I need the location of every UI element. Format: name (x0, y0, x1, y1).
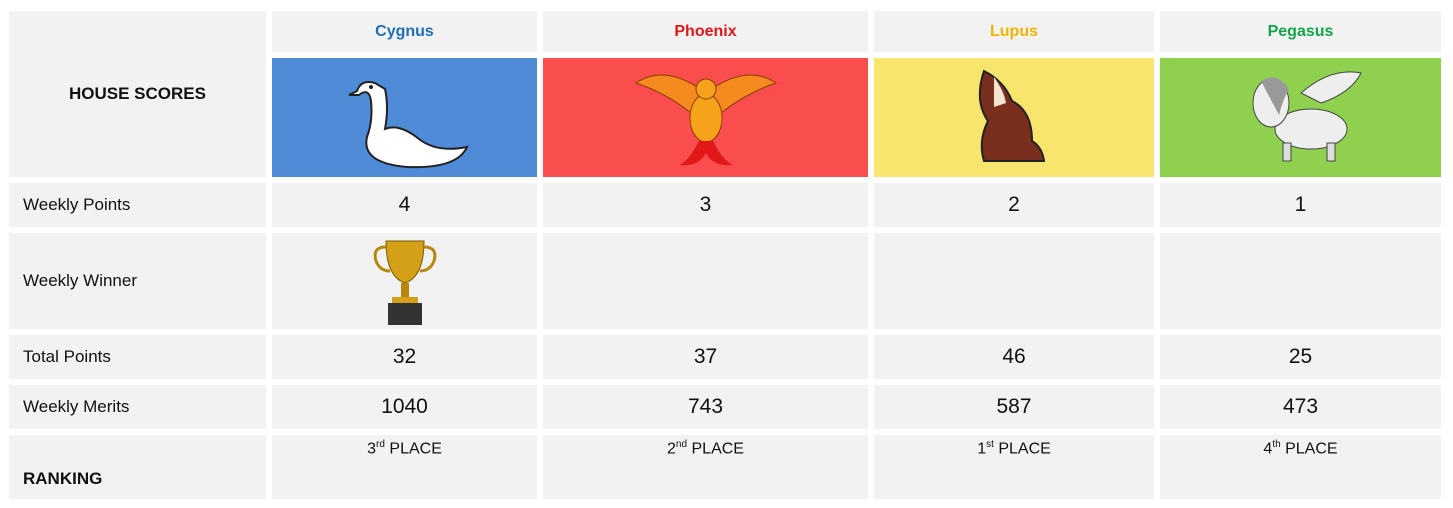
row-label: Weekly Points (9, 183, 266, 227)
cell: 32 (272, 335, 537, 379)
house-name: Cygnus (272, 11, 537, 52)
rank-text: PLACE (389, 440, 441, 457)
rank-suffix: th (1272, 439, 1280, 450)
row-label: Weekly Merits (9, 385, 266, 429)
cell (1160, 233, 1441, 329)
crest-phoenix (543, 58, 868, 177)
row-label: Total Points (9, 335, 266, 379)
rank-number: 2 (667, 440, 676, 457)
page: HOUSE SCORES Cygnus Phoenix Lupus Pegasu… (0, 0, 1453, 508)
rank-cell: 2nd PLACE (543, 435, 868, 499)
rank-cell: 1st PLACE (874, 435, 1154, 499)
rank-number: 1 (977, 440, 986, 457)
crest-cygnus (272, 58, 537, 177)
cell: 37 (543, 335, 868, 379)
data-row: Weekly Merits 1040 743 587 473 (9, 385, 1441, 429)
wolf-icon (954, 63, 1074, 173)
row-label: RANKING (9, 435, 266, 499)
trophy-icon (370, 235, 440, 327)
crest-lupus (874, 58, 1154, 177)
rank-text: PLACE (1285, 440, 1337, 457)
ranking-row: RANKING 3rd PLACE 2nd PLACE 1st PLACE 4t… (9, 435, 1441, 499)
rank-number: 4 (1263, 440, 1272, 457)
rank-text: PLACE (692, 440, 744, 457)
house-name: Lupus (874, 11, 1154, 52)
cell (874, 233, 1154, 329)
data-row: Weekly Points 4 3 2 1 (9, 183, 1441, 227)
pegasus-icon (1231, 63, 1371, 173)
swan-icon (335, 63, 475, 173)
rank-text: PLACE (998, 440, 1050, 457)
rank-suffix: rd (376, 439, 385, 450)
data-row: Total Points 32 37 46 25 (9, 335, 1441, 379)
rank-cell: 3rd PLACE (272, 435, 537, 499)
cell: 473 (1160, 385, 1441, 429)
row-label: Weekly Winner (9, 233, 266, 329)
table-title: HOUSE SCORES (9, 11, 266, 177)
data-row: Weekly Winner (9, 233, 1441, 329)
cell (543, 233, 868, 329)
cell: 25 (1160, 335, 1441, 379)
cell: 2 (874, 183, 1154, 227)
house-scores-table: HOUSE SCORES Cygnus Phoenix Lupus Pegasu… (3, 5, 1447, 505)
house-row: HOUSE SCORES Cygnus Phoenix Lupus Pegasu… (9, 11, 1441, 52)
cell: 4 (272, 183, 537, 227)
crest-pegasus (1160, 58, 1441, 177)
cell: 587 (874, 385, 1154, 429)
rank-suffix: st (986, 439, 994, 450)
house-name: Pegasus (1160, 11, 1441, 52)
rank-cell: 4th PLACE (1160, 435, 1441, 499)
cell: 3 (543, 183, 868, 227)
cell: 1 (1160, 183, 1441, 227)
rank-number: 3 (367, 440, 376, 457)
cell: 743 (543, 385, 868, 429)
rank-suffix: nd (676, 439, 687, 450)
cell: 46 (874, 335, 1154, 379)
cell: 1040 (272, 385, 537, 429)
phoenix-icon (621, 63, 791, 173)
house-name: Phoenix (543, 11, 868, 52)
cell (272, 233, 537, 329)
